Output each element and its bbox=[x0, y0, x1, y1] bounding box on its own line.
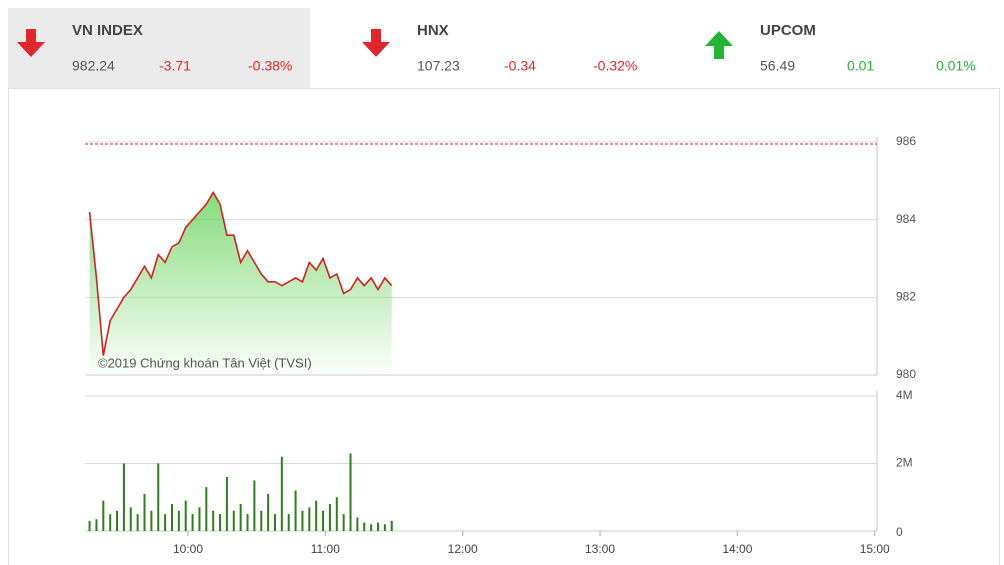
volume-bar bbox=[315, 500, 318, 531]
volume-bar bbox=[376, 522, 379, 531]
volume-bar bbox=[383, 524, 386, 531]
index-change: 0.01 bbox=[847, 58, 874, 74]
x-tick-label: 14:00 bbox=[722, 542, 752, 556]
y-tick-label: 2M bbox=[896, 456, 913, 470]
price-line bbox=[88, 190, 393, 356]
direction-arrow bbox=[362, 29, 390, 57]
volume-bar bbox=[136, 514, 139, 531]
volume-bar bbox=[253, 480, 256, 531]
volume-bar bbox=[322, 510, 325, 531]
watermark: ©2019 Chứng khoán Tân Việt (TVSI) bbox=[98, 355, 312, 370]
volume-bar bbox=[191, 514, 194, 531]
x-tick-label: 10:00 bbox=[173, 542, 203, 556]
chart-frame bbox=[8, 88, 1000, 565]
active-index-panel bbox=[8, 8, 310, 88]
volume-bar bbox=[225, 477, 228, 531]
direction-arrow bbox=[17, 29, 45, 57]
x-tick-label: 13:00 bbox=[585, 542, 615, 556]
volume-bar bbox=[143, 493, 146, 531]
index-name: UPCOM bbox=[760, 22, 816, 39]
index-change: -3.71 bbox=[159, 58, 191, 74]
volume-bar bbox=[205, 487, 208, 531]
index-value: 107.23 bbox=[417, 58, 460, 74]
volume-bar bbox=[267, 493, 270, 531]
volume-bar bbox=[349, 453, 352, 531]
volume-bar bbox=[95, 519, 98, 531]
volume-bar bbox=[177, 510, 180, 531]
volume-bar bbox=[239, 504, 242, 531]
volume-bar bbox=[328, 504, 331, 531]
index-percent: 0.01% bbox=[936, 58, 976, 74]
volume-bar bbox=[129, 507, 132, 531]
index-value: 982.24 bbox=[72, 58, 115, 74]
volume-bar bbox=[232, 510, 235, 531]
volume-bar bbox=[260, 510, 263, 531]
x-tick-label: 11:00 bbox=[311, 542, 340, 556]
volume-bar bbox=[88, 520, 91, 531]
y-tick-label: 4M bbox=[896, 388, 913, 402]
y-tick-label: 980 bbox=[896, 367, 916, 381]
volume-bar bbox=[356, 517, 359, 531]
y-tick-label: 984 bbox=[896, 212, 916, 226]
volume-bar bbox=[116, 510, 119, 531]
index-value: 56.49 bbox=[760, 58, 795, 74]
x-tick-label: 15:00 bbox=[860, 542, 890, 556]
volume-bar bbox=[287, 514, 290, 531]
index-percent: -0.38% bbox=[248, 58, 292, 74]
y-tick-label: 0 bbox=[896, 525, 903, 539]
volume-bar bbox=[219, 514, 222, 531]
volume-bar bbox=[301, 510, 304, 531]
volume-bar bbox=[370, 524, 373, 531]
volume-bar bbox=[246, 514, 249, 531]
y-tick-label: 986 bbox=[896, 134, 916, 148]
volume-bar bbox=[212, 510, 215, 531]
index-name: VN INDEX bbox=[72, 22, 143, 39]
volume-bar bbox=[157, 463, 160, 531]
volume-bar bbox=[184, 500, 187, 531]
index-name: HNX bbox=[417, 22, 449, 39]
volume-bar bbox=[308, 507, 311, 531]
area-fill bbox=[89, 192, 392, 375]
volume-bar bbox=[198, 507, 201, 531]
volume-bar bbox=[294, 490, 297, 531]
volume-bar bbox=[150, 510, 153, 531]
volume-bar bbox=[109, 514, 112, 531]
x-tick-label: 12:00 bbox=[448, 542, 478, 556]
index-change: -0.34 bbox=[504, 58, 536, 74]
direction-arrow bbox=[705, 31, 733, 59]
volume-bar bbox=[342, 514, 345, 531]
volume-bar bbox=[122, 463, 125, 531]
volume-bar bbox=[335, 497, 338, 531]
volume-bar bbox=[363, 522, 366, 531]
volume-bar bbox=[390, 520, 393, 531]
volume-bar bbox=[164, 514, 167, 531]
volume-bar bbox=[280, 456, 283, 531]
volume-bar bbox=[102, 500, 105, 531]
volume-bar bbox=[273, 514, 276, 531]
index-percent: -0.32% bbox=[593, 58, 637, 74]
volume-bar bbox=[170, 504, 173, 531]
y-tick-label: 982 bbox=[896, 290, 916, 304]
